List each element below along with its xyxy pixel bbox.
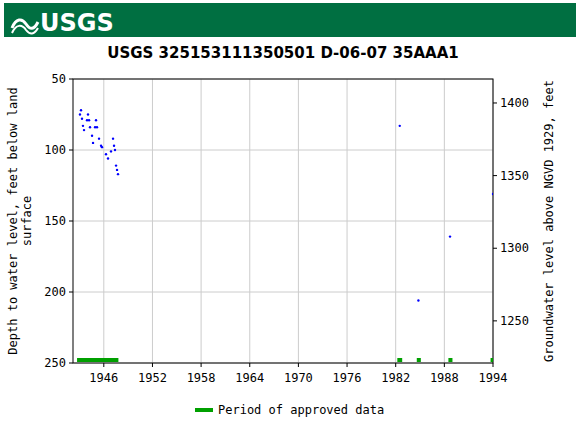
x-tick-label: 1958 bbox=[187, 371, 216, 385]
tick-mark bbox=[201, 363, 202, 367]
plot-frame bbox=[73, 79, 493, 363]
data-point bbox=[114, 149, 116, 151]
x-tick-label: 1946 bbox=[89, 371, 118, 385]
data-point bbox=[91, 135, 93, 137]
data-point bbox=[79, 113, 81, 115]
approved-period bbox=[77, 358, 118, 362]
header-band bbox=[4, 3, 576, 37]
tick-mark bbox=[493, 363, 494, 367]
x-tick-label: 1994 bbox=[479, 371, 508, 385]
title: USGS 325153111350501 D-06-07 35AAA1 bbox=[107, 44, 458, 62]
data-point bbox=[449, 235, 451, 237]
x-tick-label: 1970 bbox=[284, 371, 313, 385]
tick-mark bbox=[69, 363, 73, 364]
y2-tick-label: 1300 bbox=[500, 241, 529, 255]
approved-period bbox=[448, 358, 452, 362]
data-point bbox=[92, 142, 94, 144]
data-point bbox=[81, 118, 83, 120]
data-point bbox=[82, 125, 84, 127]
tick-mark bbox=[395, 363, 396, 367]
y-label: Depth to water level, feet below landsur… bbox=[6, 87, 34, 354]
x-tick-label: 1952 bbox=[138, 371, 167, 385]
data-point bbox=[89, 126, 91, 128]
y2-label: Groundwater level above NGVD 1929, feet bbox=[542, 80, 556, 362]
data-point bbox=[96, 126, 98, 128]
data-point bbox=[492, 193, 493, 195]
y2-tick-label: 1350 bbox=[500, 169, 529, 183]
tick-mark bbox=[444, 363, 445, 367]
data-point bbox=[112, 137, 114, 139]
y-tick-label: 250 bbox=[44, 356, 66, 370]
tick-mark bbox=[298, 363, 299, 367]
tick-mark bbox=[249, 363, 250, 367]
legend-label: Period of approved data bbox=[218, 403, 384, 417]
grid-line bbox=[73, 221, 493, 222]
data-point bbox=[116, 169, 118, 171]
y2-tick-label: 1250 bbox=[500, 314, 529, 328]
logo-text: USGS bbox=[40, 9, 114, 37]
x-tick-label: 1988 bbox=[430, 371, 459, 385]
tick-mark bbox=[493, 248, 497, 249]
approved-period bbox=[491, 358, 493, 362]
tick-mark bbox=[69, 292, 73, 293]
data-point bbox=[110, 150, 112, 152]
plot-marks bbox=[77, 109, 493, 362]
approved-period bbox=[417, 358, 421, 362]
y-label-line: Depth to water level, feet below land bbox=[6, 87, 20, 354]
tick-mark bbox=[493, 102, 497, 103]
data-point bbox=[95, 119, 97, 121]
data-point bbox=[101, 146, 103, 148]
grid-line bbox=[73, 292, 493, 293]
data-point bbox=[117, 173, 119, 175]
tick-mark bbox=[69, 221, 73, 222]
approved-period bbox=[397, 358, 402, 362]
y-tick-label: 50 bbox=[52, 72, 66, 86]
data-point bbox=[417, 299, 419, 301]
data-point bbox=[80, 109, 82, 111]
legend-swatch bbox=[195, 408, 213, 412]
data-point bbox=[115, 164, 117, 166]
x-tick-label: 1964 bbox=[235, 371, 264, 385]
chart: USGS USGS 325153111350501 D-06-07 35AAA1 1… bbox=[0, 0, 580, 430]
y2-tick-label: 1400 bbox=[500, 96, 529, 110]
tick-mark bbox=[347, 363, 348, 367]
x-tick-label: 1976 bbox=[333, 371, 362, 385]
data-point bbox=[105, 153, 107, 155]
tick-mark bbox=[69, 79, 73, 80]
tick-mark bbox=[69, 150, 73, 151]
data-point bbox=[98, 137, 100, 139]
y-tick-label: 100 bbox=[44, 143, 66, 157]
y-tick-label: 150 bbox=[44, 214, 66, 228]
data-point bbox=[107, 157, 109, 159]
data-point bbox=[83, 129, 85, 131]
grid-line bbox=[73, 150, 493, 151]
data-point bbox=[87, 113, 89, 115]
y-label-line: surface bbox=[20, 196, 34, 247]
data-point bbox=[88, 119, 90, 121]
tick-mark bbox=[103, 363, 104, 367]
data-point bbox=[113, 145, 115, 147]
y-tick-label: 200 bbox=[44, 285, 66, 299]
tick-mark bbox=[493, 175, 497, 176]
tick-mark bbox=[493, 320, 497, 321]
x-tick-label: 1982 bbox=[381, 371, 410, 385]
logo-icon bbox=[12, 26, 38, 34]
tick-mark bbox=[152, 363, 153, 367]
data-point bbox=[399, 125, 401, 127]
